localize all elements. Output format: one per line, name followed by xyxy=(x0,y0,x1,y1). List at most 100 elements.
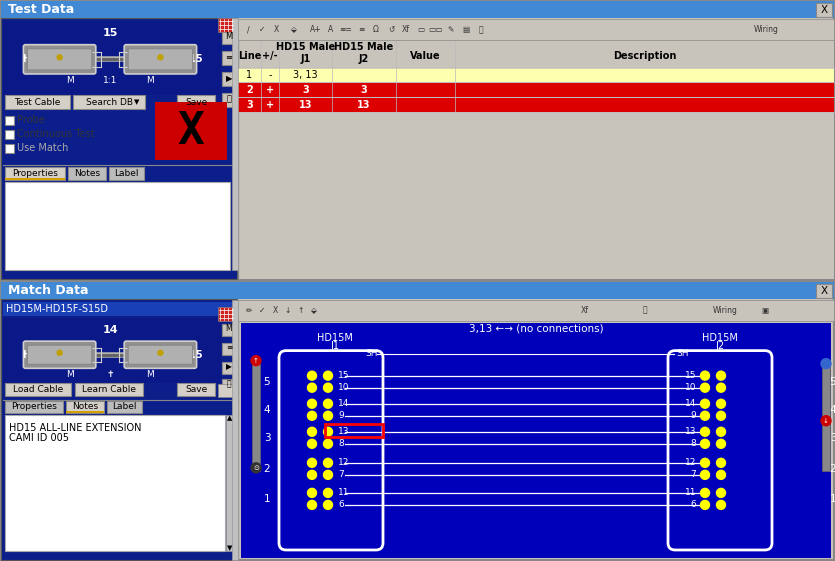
Text: ▶: ▶ xyxy=(225,73,232,82)
Circle shape xyxy=(716,458,726,467)
Bar xyxy=(816,3,832,17)
Text: CAMI ID 005: CAMI ID 005 xyxy=(9,433,69,443)
Text: Save: Save xyxy=(185,98,207,107)
Bar xyxy=(238,19,834,40)
Text: ▲: ▲ xyxy=(227,415,233,421)
Bar xyxy=(222,93,236,107)
Bar xyxy=(325,424,383,437)
Bar xyxy=(1,282,834,298)
Text: 5: 5 xyxy=(264,376,271,387)
Text: 14: 14 xyxy=(685,399,696,408)
Bar xyxy=(1,298,237,560)
Bar xyxy=(252,361,260,471)
Text: HD15 Male
J1: HD15 Male J1 xyxy=(276,42,335,65)
Circle shape xyxy=(251,356,261,366)
Text: HD15M: HD15M xyxy=(317,333,353,343)
Text: 8: 8 xyxy=(691,439,696,448)
Bar xyxy=(109,167,144,180)
Text: /: / xyxy=(246,25,250,34)
Text: 15: 15 xyxy=(685,371,696,380)
Bar xyxy=(5,167,65,180)
Bar xyxy=(5,130,14,139)
Text: Description: Description xyxy=(613,51,676,61)
Text: X: X xyxy=(178,110,205,153)
Text: HD15: HD15 xyxy=(173,350,203,360)
Text: ↓: ↓ xyxy=(823,418,829,424)
Text: 3, 13: 3, 13 xyxy=(293,70,318,80)
Text: X: X xyxy=(273,25,279,34)
Text: 13: 13 xyxy=(685,427,696,436)
Text: 11: 11 xyxy=(685,489,696,498)
Text: +: + xyxy=(266,85,274,95)
Text: 13: 13 xyxy=(338,427,350,436)
Text: 14: 14 xyxy=(102,325,118,335)
Text: ≡: ≡ xyxy=(225,343,232,352)
Bar xyxy=(238,40,834,279)
Circle shape xyxy=(716,427,726,436)
Circle shape xyxy=(307,427,316,436)
Circle shape xyxy=(307,470,316,479)
Circle shape xyxy=(716,470,726,479)
Text: HD15: HD15 xyxy=(22,350,52,360)
Bar xyxy=(238,300,834,320)
Text: HD15M-HD15F-S15D: HD15M-HD15F-S15D xyxy=(6,304,108,314)
Text: M: M xyxy=(225,324,232,333)
Bar xyxy=(218,384,234,397)
Text: 🔒: 🔒 xyxy=(478,25,483,34)
Circle shape xyxy=(701,427,710,436)
Circle shape xyxy=(701,383,710,392)
Text: Test Data: Test Data xyxy=(8,3,74,16)
Text: X: X xyxy=(821,286,827,296)
Text: 15: 15 xyxy=(103,28,118,38)
Bar xyxy=(218,18,234,32)
Text: Wiring: Wiring xyxy=(712,306,737,315)
Bar xyxy=(218,306,234,320)
Text: M: M xyxy=(67,76,74,85)
Circle shape xyxy=(307,458,316,467)
Circle shape xyxy=(307,383,316,392)
Text: 1: 1 xyxy=(264,494,271,504)
Text: 3: 3 xyxy=(302,85,309,95)
Text: ↑: ↑ xyxy=(253,358,259,364)
Bar xyxy=(222,362,236,374)
FancyBboxPatch shape xyxy=(124,45,196,74)
Text: ▣: ▣ xyxy=(762,306,769,315)
Circle shape xyxy=(323,371,332,380)
Text: 8: 8 xyxy=(338,439,344,448)
Circle shape xyxy=(57,55,62,60)
Text: Properties: Properties xyxy=(11,402,57,411)
Text: Xf: Xf xyxy=(402,25,410,34)
Bar xyxy=(155,102,227,160)
Circle shape xyxy=(701,371,710,380)
Circle shape xyxy=(323,383,332,392)
Text: M: M xyxy=(146,76,154,85)
FancyBboxPatch shape xyxy=(28,345,92,364)
Circle shape xyxy=(716,383,726,392)
Text: Label: Label xyxy=(112,402,137,411)
Bar xyxy=(3,21,221,95)
Text: Value: Value xyxy=(410,51,441,61)
Text: HD15M: HD15M xyxy=(702,333,738,343)
Text: Properties: Properties xyxy=(12,169,58,178)
Text: M: M xyxy=(67,370,74,379)
Text: X: X xyxy=(821,5,827,15)
Bar xyxy=(238,83,834,97)
Circle shape xyxy=(307,500,316,509)
Text: 12: 12 xyxy=(685,458,696,467)
Text: Match Data: Match Data xyxy=(8,283,89,297)
Bar xyxy=(5,182,230,270)
Bar xyxy=(5,415,225,551)
Text: 3: 3 xyxy=(264,433,271,443)
Bar xyxy=(238,98,834,112)
Circle shape xyxy=(716,439,726,448)
Text: Ω: Ω xyxy=(373,25,379,34)
Bar xyxy=(1,18,237,279)
Bar xyxy=(5,383,71,396)
Text: 2: 2 xyxy=(830,464,835,474)
Text: SH: SH xyxy=(365,349,377,358)
Text: Save: Save xyxy=(185,385,207,394)
Text: ↺: ↺ xyxy=(387,25,394,34)
Circle shape xyxy=(716,411,726,420)
Text: M: M xyxy=(146,370,154,379)
Text: 14: 14 xyxy=(338,399,349,408)
